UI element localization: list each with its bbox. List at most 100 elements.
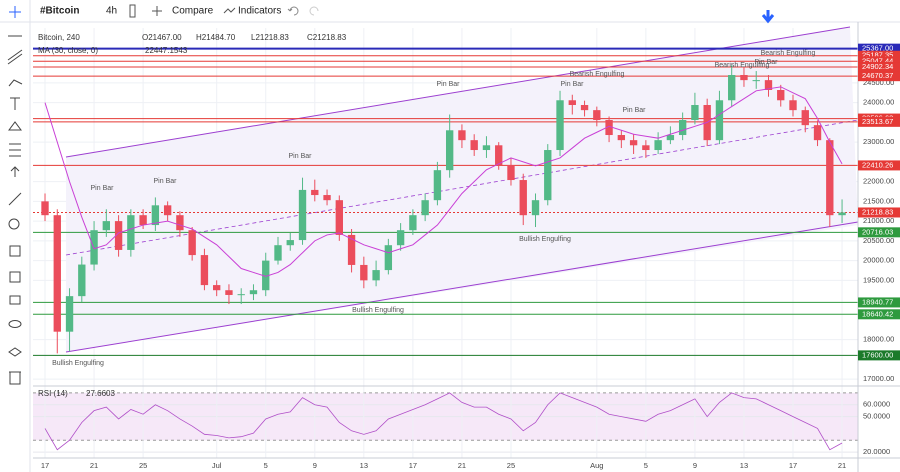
y-tick-label: 20000.00	[863, 256, 894, 265]
rsi-value: 27.6603	[86, 389, 115, 398]
candle-body	[360, 264, 368, 281]
candle-body	[372, 270, 380, 281]
fib-tool[interactable]	[9, 143, 21, 157]
interval[interactable]: 4h	[106, 6, 117, 17]
candle-body	[838, 212, 846, 216]
candle-body	[53, 215, 61, 332]
ma-legend: MA (30, close, 0)	[38, 46, 98, 55]
lock-tool[interactable]	[9, 271, 21, 283]
annotation: Pin Bar	[437, 81, 461, 88]
candle-body	[347, 234, 356, 265]
candle-body	[323, 195, 331, 201]
legend-title: Bitcoin, 240	[38, 33, 80, 42]
candle-body	[225, 290, 233, 295]
annotation: Pin Bar	[755, 59, 779, 66]
candle-body	[715, 100, 724, 141]
lock-all[interactable]	[9, 295, 21, 305]
text-tool[interactable]	[10, 97, 20, 110]
candle-body	[237, 294, 245, 296]
annotation: Pin Bar	[289, 153, 313, 160]
candle-body	[274, 245, 282, 261]
level-label-box	[858, 56, 900, 67]
x-tick-label: 21	[838, 461, 846, 470]
legend-open: O21467.00	[142, 33, 182, 42]
visibility-tool[interactable]	[8, 320, 22, 328]
x-tick-label: 17	[789, 461, 797, 470]
candle-body	[213, 285, 221, 291]
y-tick-label: 19500.00	[863, 275, 894, 284]
x-tick-label: 25	[507, 461, 515, 470]
annotation: Bearish Engulfing	[761, 50, 816, 57]
candle-body	[801, 110, 809, 126]
candle-body	[114, 221, 123, 250]
legend-close: C21218.83	[307, 33, 347, 42]
level-label: 25047.44	[862, 56, 893, 65]
x-tick-label: 9	[313, 461, 317, 470]
candle-body	[642, 145, 650, 151]
candle-body	[41, 201, 49, 216]
x-tick-label: 13	[360, 461, 368, 470]
top-toolbar: #Bitcoin 4h Compare Indicators	[0, 4, 900, 23]
level-label: 23513.67	[862, 117, 893, 126]
candle-body	[311, 189, 319, 196]
candle-body	[752, 80, 760, 82]
candle-body	[249, 290, 258, 295]
arrow-tool[interactable]	[10, 166, 20, 177]
candle-body	[654, 140, 662, 151]
x-tick-label: 13	[740, 461, 748, 470]
candle-body	[556, 100, 564, 151]
y-tick-label: 60.0000	[863, 400, 890, 409]
level-label-box	[858, 227, 900, 238]
indicators-button[interactable]: Indicators	[238, 6, 281, 17]
candle-body	[519, 180, 527, 216]
candle-body	[678, 120, 687, 136]
candle-icon[interactable]	[129, 4, 136, 18]
candle-body	[127, 215, 135, 250]
annotation: Pin Bar	[154, 178, 178, 185]
ma-value: 22447.1543	[145, 46, 188, 55]
candle-body	[78, 264, 86, 297]
candle-body	[777, 90, 785, 101]
x-tick-label: 21	[458, 461, 466, 470]
magnet-tool[interactable]	[9, 245, 21, 257]
zoom-tool[interactable]	[8, 218, 20, 230]
level-label-box	[858, 207, 900, 218]
candle-body	[605, 120, 613, 136]
candle-body	[139, 215, 147, 226]
candle-body	[90, 230, 98, 265]
candle-body	[764, 80, 773, 91]
x-tick-label: 21	[90, 461, 98, 470]
candle-body	[188, 230, 196, 256]
channel-tool[interactable]	[7, 49, 23, 65]
x-tick-label: 25	[139, 461, 147, 470]
level-label: 20716.03	[862, 227, 893, 236]
pattern-tool[interactable]	[8, 121, 22, 131]
y-tick-label: 20.0000	[863, 447, 890, 456]
compare-button[interactable]: Compare	[172, 6, 214, 17]
rsi-line	[44, 392, 843, 451]
x-tick-label: 5	[644, 461, 648, 470]
symbol[interactable]: #Bitcoin	[40, 6, 79, 17]
y-tick-label: 24500.00	[863, 78, 894, 87]
level-label: 18640.42	[862, 309, 893, 318]
y-tick-label: 17000.00	[863, 374, 894, 383]
brush-tool[interactable]	[8, 79, 23, 87]
layers-tool[interactable]	[8, 347, 22, 357]
level-label: 25187.35	[862, 51, 893, 60]
candle-body	[826, 140, 834, 216]
crosshair-tool[interactable]	[9, 6, 21, 18]
trash-tool[interactable]	[9, 371, 21, 385]
legend-low: L21218.83	[251, 33, 289, 42]
undo[interactable]	[287, 6, 299, 16]
y-tick-label: 50.0000	[863, 412, 890, 421]
candle-body	[445, 130, 454, 171]
level-label: 21218.83	[862, 207, 893, 216]
redo[interactable]	[309, 6, 319, 16]
measure-tool[interactable]	[8, 192, 22, 206]
candle-body	[580, 105, 589, 111]
left-toolbar	[7, 0, 31, 472]
y-tick-label: 21000.00	[863, 216, 894, 225]
level-label: 17600.00	[862, 350, 893, 359]
level-label-box	[858, 71, 900, 82]
candle-body	[151, 205, 160, 226]
